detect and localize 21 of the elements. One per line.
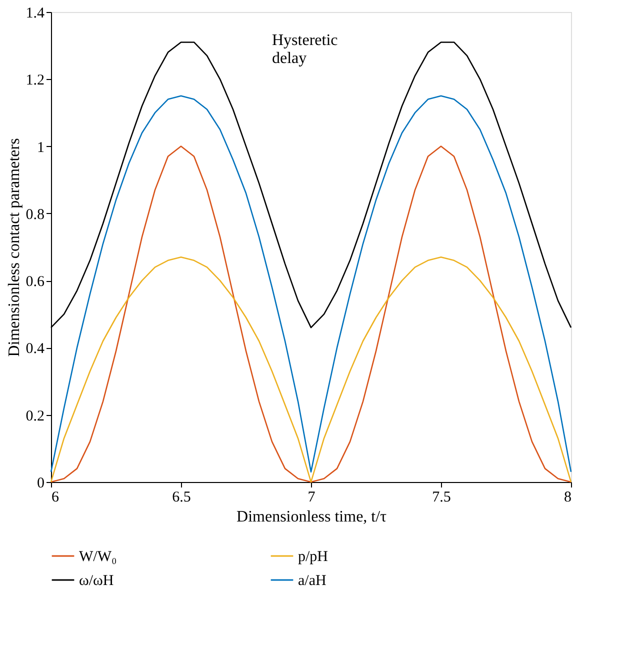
y-tick-label: 0.4 xyxy=(26,341,45,358)
line-series xyxy=(50,95,572,473)
y-tick-label: 1.2 xyxy=(26,72,44,89)
x-tick-label: 7.5 xyxy=(432,490,451,506)
legend-label: ω/ωH xyxy=(79,573,114,589)
y-axis-title: Dimensionless contact parameters xyxy=(6,138,23,357)
y-tick-label: 1.4 xyxy=(26,6,45,22)
legend-label: a/aH xyxy=(298,573,326,589)
y-tick-label: 0.8 xyxy=(26,206,44,223)
y-tick-label: 0 xyxy=(37,476,44,492)
y-tick-label: 0.6 xyxy=(26,274,45,290)
x-axis-title: Dimensionless time, t/τ xyxy=(236,508,388,526)
x-tick-label: 7 xyxy=(308,490,316,506)
y-tick-label: 1 xyxy=(37,140,44,156)
legend-label: W/W₀ xyxy=(79,549,117,565)
y-tick-label: 0.2 xyxy=(26,408,44,424)
annotation: Hysteretic delay xyxy=(272,32,338,68)
x-tick-label: 8 xyxy=(564,490,572,506)
x-tick-label: 6 xyxy=(52,490,60,506)
x-tick-label: 6.5 xyxy=(172,490,191,506)
legend-label: p/pH xyxy=(298,549,328,565)
